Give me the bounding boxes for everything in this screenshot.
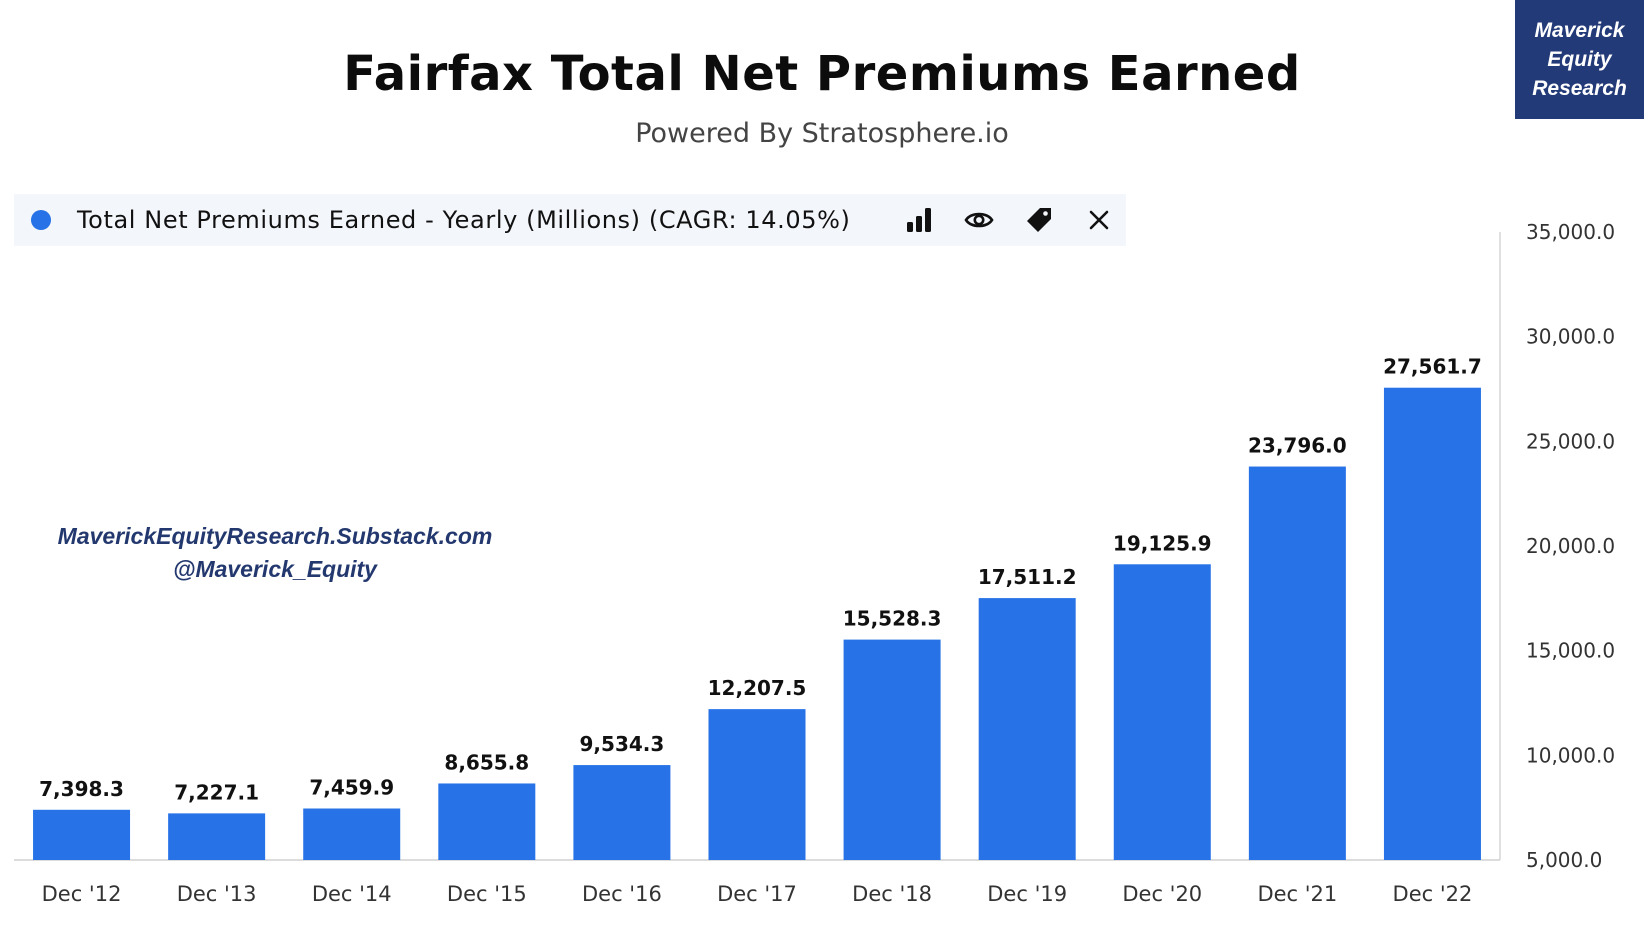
bar[interactable] [33,809,131,860]
y-tick-label: 30,000.0 [1526,325,1615,349]
x-tick-label: Dec '17 [717,882,797,906]
legend-series-label[interactable]: Total Net Premiums Earned - Yearly (Mill… [77,206,851,234]
brand-line-3: Research [1532,77,1627,100]
chart-title: Fairfax Total Net Premiums Earned [343,46,1301,102]
x-tick-label: Dec '12 [42,882,122,906]
eye-icon[interactable] [964,205,994,235]
bar-data-label: 12,207.5 [708,676,807,700]
y-tick-label: 5,000.0 [1526,848,1602,872]
bar-data-label: 17,511.2 [978,565,1077,589]
tag-icon[interactable] [1024,205,1054,235]
bar[interactable] [1383,387,1481,860]
bar[interactable] [438,783,536,860]
bar-data-label: 9,534.3 [580,732,665,756]
bar[interactable] [843,639,941,860]
close-icon[interactable] [1084,205,1114,235]
bar[interactable] [168,813,266,860]
x-tick-label: Dec '14 [312,882,392,906]
legend-series-dot [31,210,51,230]
watermark-url: MaverickEquityResearch.Substack.com [57,523,493,549]
bar-data-label: 27,561.7 [1383,355,1482,379]
x-tick-label: Dec '18 [852,882,932,906]
watermark: MaverickEquityResearch.Substack.com @Mav… [40,520,510,586]
bar-chart-icon[interactable] [904,205,934,235]
bar[interactable] [1113,564,1211,860]
x-tick-label: Dec '22 [1393,882,1473,906]
x-tick-label: Dec '19 [987,882,1067,906]
x-tick-label: Dec '21 [1257,882,1337,906]
bar-data-label: 7,227.1 [174,780,259,804]
chart-subtitle: Powered By Stratosphere.io [635,118,1009,149]
y-tick-label: 10,000.0 [1526,743,1615,767]
watermark-handle: @Maverick_Equity [173,556,377,582]
bar-data-label: 8,655.8 [444,750,529,774]
y-tick-label: 20,000.0 [1526,534,1615,558]
x-tick-label: Dec '16 [582,882,662,906]
x-tick-label: Dec '15 [447,882,527,906]
brand-line-2: Equity [1547,48,1612,71]
bar[interactable] [978,598,1076,860]
bar-data-label: 7,398.3 [39,777,124,801]
bar[interactable] [1248,466,1346,860]
brand-line-1: Maverick [1534,19,1625,42]
legend-actions [904,194,1144,246]
legend-bar: Total Net Premiums Earned - Yearly (Mill… [14,194,1126,246]
bar-data-label: 7,459.9 [309,776,394,800]
y-tick-label: 35,000.0 [1526,220,1615,244]
bar[interactable] [708,709,806,860]
y-tick-label: 25,000.0 [1526,429,1615,453]
bar[interactable] [573,765,671,860]
bar-data-label: 15,528.3 [843,607,942,631]
y-tick-label: 15,000.0 [1526,639,1615,663]
bar-data-label: 19,125.9 [1113,531,1212,555]
x-tick-label: Dec '20 [1122,882,1202,906]
brand-logo: Maverick Equity Research [1515,0,1644,119]
x-tick-label: Dec '13 [177,882,257,906]
bar-data-label: 23,796.0 [1248,434,1347,458]
bar[interactable] [303,808,401,860]
